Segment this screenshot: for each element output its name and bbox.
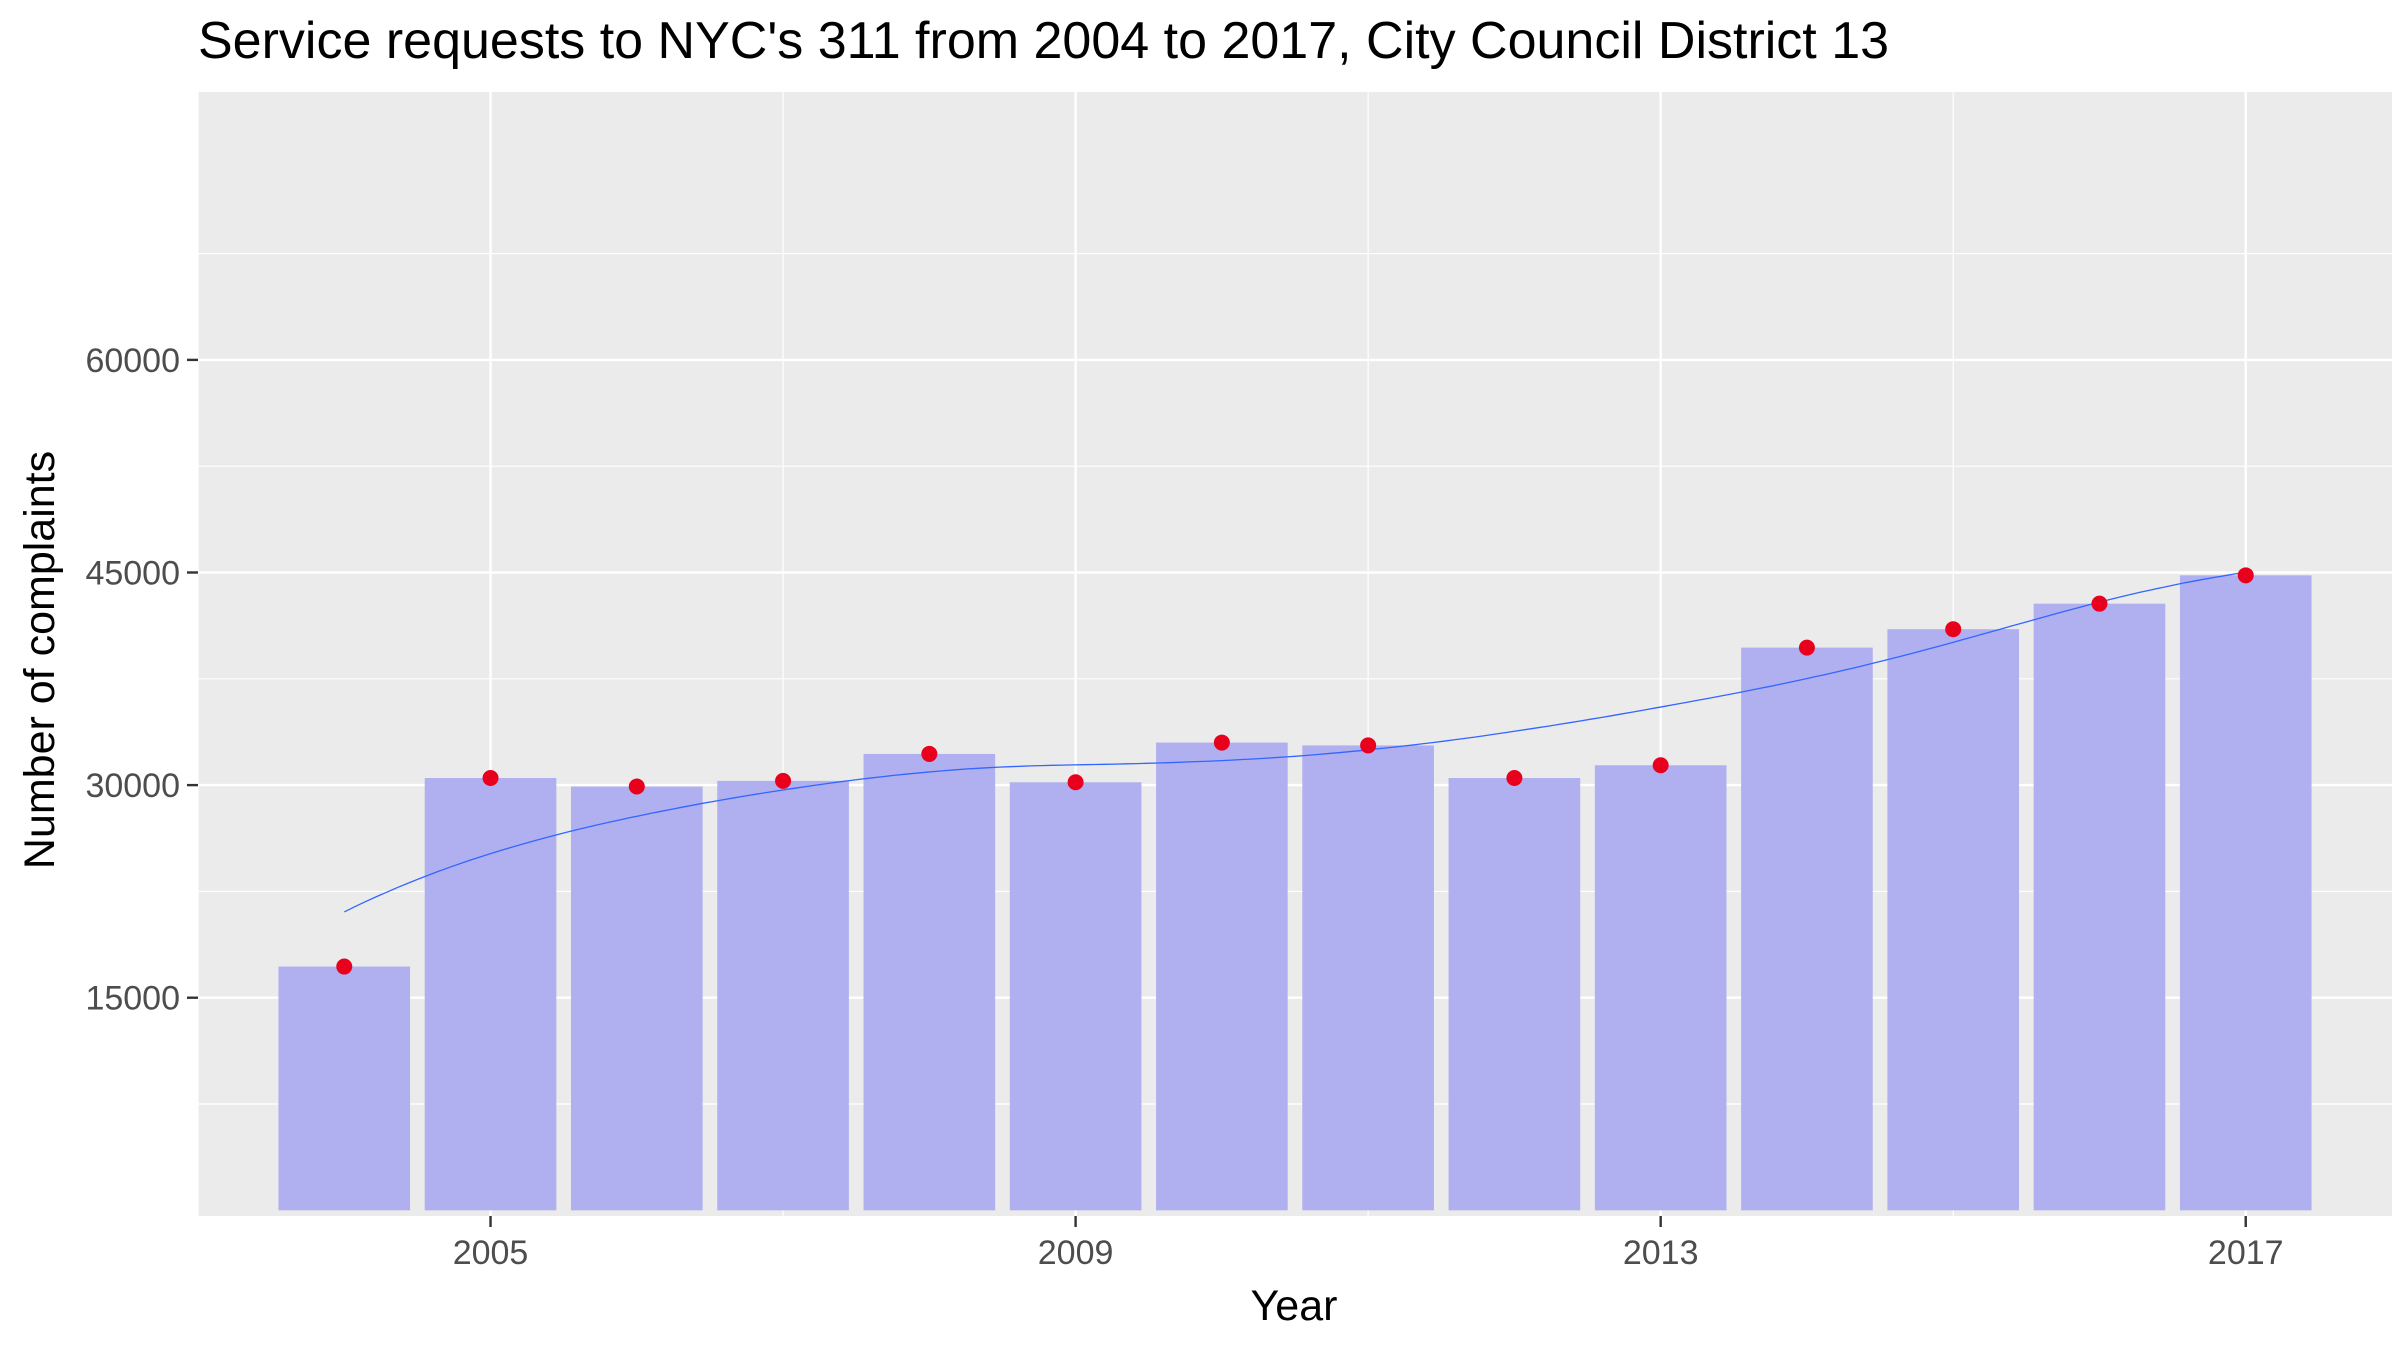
data-point xyxy=(482,770,499,787)
data-point xyxy=(1506,770,1523,787)
bar xyxy=(570,786,703,1211)
chart-title: Service requests to NYC's 311 from 2004 … xyxy=(198,12,1889,70)
y-tick-label: 15000 xyxy=(85,980,180,1018)
x-tick-label: 2009 xyxy=(1038,1234,1114,1272)
y-tick-label: 60000 xyxy=(85,342,180,380)
data-point xyxy=(1360,737,1377,754)
data-point xyxy=(336,958,353,975)
bar xyxy=(1156,742,1288,1211)
axes-group: 15000 30000 45000 60000 2005 2009 2013 2017 xyxy=(85,342,2283,1272)
data-point xyxy=(1652,757,1669,774)
y-axis-title: Number of complaints xyxy=(16,451,64,869)
x-tick-label: 2013 xyxy=(1623,1234,1699,1272)
x-axis-title: Year xyxy=(1251,1282,1338,1330)
bar xyxy=(2179,575,2312,1211)
bar xyxy=(863,753,996,1211)
points-group xyxy=(336,567,2254,975)
data-point xyxy=(775,772,792,789)
data-point xyxy=(1213,734,1230,751)
bar xyxy=(1302,745,1434,1211)
bar xyxy=(2033,603,2166,1211)
bar xyxy=(717,780,849,1211)
trend-line xyxy=(344,571,2246,913)
data-point xyxy=(1798,639,1815,656)
y-tick-label: 30000 xyxy=(85,767,180,805)
bar xyxy=(1741,647,1873,1211)
y-tick-label: 45000 xyxy=(85,554,180,592)
x-tick-label: 2017 xyxy=(2208,1234,2284,1272)
bar xyxy=(424,778,557,1211)
data-point xyxy=(2237,567,2254,584)
data-point xyxy=(921,745,938,762)
data-point xyxy=(1067,774,1084,791)
panel-background xyxy=(198,92,2392,1216)
panel-group xyxy=(197,92,2392,1216)
data-point xyxy=(1945,621,1962,638)
data-point xyxy=(2091,595,2108,612)
bar xyxy=(1009,782,1142,1211)
x-tick-label: 2005 xyxy=(453,1234,529,1272)
bars-group xyxy=(278,575,2312,1211)
bar xyxy=(278,966,411,1211)
bar xyxy=(1887,629,2020,1211)
bar xyxy=(1448,778,1581,1211)
data-point xyxy=(628,778,645,795)
bar xyxy=(1594,765,1727,1211)
